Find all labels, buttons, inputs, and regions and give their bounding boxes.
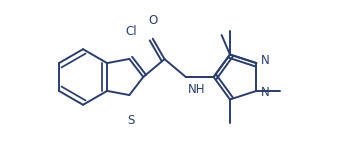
Text: NH: NH: [188, 83, 205, 96]
Text: S: S: [127, 114, 135, 127]
Text: N: N: [261, 86, 270, 99]
Text: O: O: [148, 14, 157, 27]
Text: Cl: Cl: [125, 25, 137, 38]
Text: N: N: [261, 53, 270, 67]
